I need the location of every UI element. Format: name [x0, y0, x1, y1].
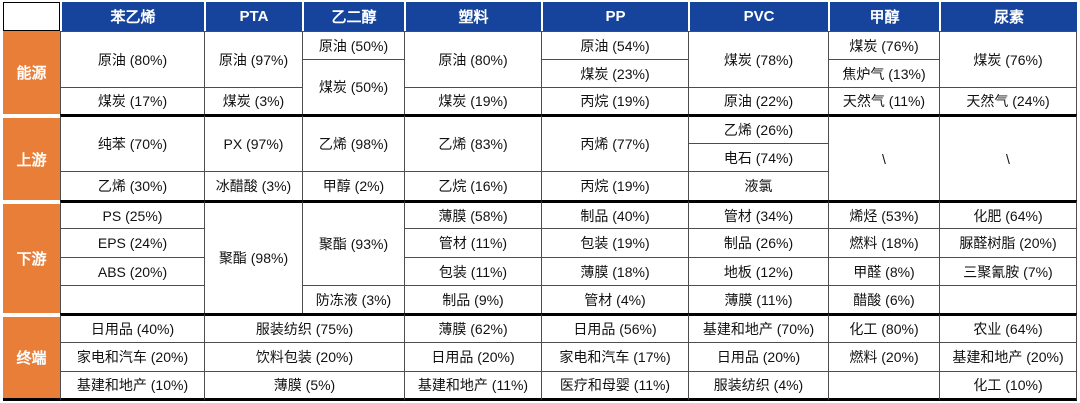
column-header-pta: PTA	[204, 2, 302, 31]
cell-energy-meg-1: 煤炭 (50%)	[302, 59, 404, 114]
cell-downstream-urea-0: 化肥 (64%)	[939, 200, 1077, 228]
cell-energy-pta-1: 煤炭 (3%)	[204, 87, 302, 114]
cell-downstream-methanol-3: 醋酸 (6%)	[828, 285, 939, 313]
cell-downstream-pvc-3: 薄膜 (11%)	[688, 285, 828, 313]
cell-upstream-plastics-0: 乙烯 (83%)	[404, 114, 541, 171]
cell-downstream-pp-0: 制品 (40%)	[541, 200, 688, 228]
cell-downstream-pp-3: 管材 (4%)	[541, 285, 688, 313]
cell-downstream-urea-1: 脲醛树脂 (20%)	[939, 228, 1077, 257]
row-group-label-downstream: 下游	[3, 200, 60, 313]
cell-energy-meg-0: 原油 (50%)	[302, 31, 404, 59]
cell-downstream-pvc-1: 制品 (26%)	[688, 228, 828, 257]
cell-terminal-plastics-2: 基建和地产 (11%)	[404, 371, 541, 401]
cell-terminal-styrene-2: 基建和地产 (10%)	[60, 371, 204, 401]
cell-energy-pvc-0: 煤炭 (78%)	[688, 31, 828, 87]
cell-downstream-styrene-3	[60, 285, 204, 313]
cell-downstream-plastics-3: 制品 (9%)	[404, 285, 541, 313]
cell-energy-pp-2: 丙烷 (19%)	[541, 87, 688, 114]
cell-downstream-styrene-1: EPS (24%)	[60, 228, 204, 257]
cell-upstream-styrene-0: 纯苯 (70%)	[60, 114, 204, 171]
cell-upstream-methanol-0: \	[828, 114, 939, 200]
cell-energy-styrene-1: 煤炭 (17%)	[60, 87, 204, 114]
column-header-meg: 乙二醇	[302, 2, 404, 31]
cell-downstream-methanol-0: 烯烃 (53%)	[828, 200, 939, 228]
cell-downstream-pp-1: 包装 (19%)	[541, 228, 688, 257]
cell-downstream-styrene-2: ABS (20%)	[60, 257, 204, 285]
cell-energy-urea-0: 煤炭 (76%)	[939, 31, 1077, 87]
cell-energy-methanol-2: 天然气 (11%)	[828, 87, 939, 114]
cell-terminal-urea-2: 化工 (10%)	[939, 371, 1077, 401]
cell-energy-pp-1: 煤炭 (23%)	[541, 59, 688, 87]
cell-terminal-pp-0: 日用品 (56%)	[541, 313, 688, 342]
cell-terminal-pp-1: 家电和汽车 (17%)	[541, 342, 688, 371]
cell-upstream-pvc-0: 乙烯 (26%)	[688, 114, 828, 143]
cell-energy-plastics-0: 原油 (80%)	[404, 31, 541, 87]
cell-energy-pvc-1: 原油 (22%)	[688, 87, 828, 114]
cell-downstream-pvc-2: 地板 (12%)	[688, 257, 828, 285]
cell-terminal-styrene-1: 家电和汽车 (20%)	[60, 342, 204, 371]
cell-downstream-meg-0: 聚酯 (93%)	[302, 200, 404, 285]
cell-upstream-meg-1: 甲醇 (2%)	[302, 171, 404, 200]
cell-terminal-methanol-1: 燃料 (20%)	[828, 342, 939, 371]
cell-terminal-plastics-0: 薄膜 (62%)	[404, 313, 541, 342]
row-group-label-terminal: 终端	[3, 313, 60, 401]
cell-terminal-methanol-2	[828, 371, 939, 401]
cell-terminal-pta-meg-1: 饮料包装 (20%)	[204, 342, 404, 371]
cell-downstream-pvc-0: 管材 (34%)	[688, 200, 828, 228]
cell-downstream-plastics-0: 薄膜 (58%)	[404, 200, 541, 228]
cell-downstream-pp-2: 薄膜 (18%)	[541, 257, 688, 285]
cell-upstream-meg-0: 乙烯 (98%)	[302, 114, 404, 171]
cell-terminal-urea-1: 基建和地产 (20%)	[939, 342, 1077, 371]
cell-terminal-styrene-0: 日用品 (40%)	[60, 313, 204, 342]
row-group-label-upstream: 上游	[3, 114, 60, 200]
cell-upstream-pp-1: 丙烷 (19%)	[541, 171, 688, 200]
cell-upstream-pp-0: 丙烯 (77%)	[541, 114, 688, 171]
cell-energy-methanol-1: 焦炉气 (13%)	[828, 59, 939, 87]
cell-energy-pta-0: 原油 (97%)	[204, 31, 302, 87]
cell-downstream-urea-3	[939, 285, 1077, 313]
cell-upstream-pta-1: 冰醋酸 (3%)	[204, 171, 302, 200]
cell-terminal-pp-2: 医疗和母婴 (11%)	[541, 371, 688, 401]
cell-terminal-pvc-0: 基建和地产 (70%)	[688, 313, 828, 342]
cell-terminal-pta-meg-0: 服装纺织 (75%)	[204, 313, 404, 342]
cell-downstream-methanol-1: 燃料 (18%)	[828, 228, 939, 257]
product-chain-table: 苯乙烯 PTA 乙二醇 塑料 PP PVC 甲醇 尿素 能源 原油 (80%) …	[3, 2, 1077, 401]
cell-downstream-plastics-1: 管材 (11%)	[404, 228, 541, 257]
cell-downstream-methanol-2: 甲醛 (8%)	[828, 257, 939, 285]
cell-energy-methanol-0: 煤炭 (76%)	[828, 31, 939, 59]
column-header-pvc: PVC	[688, 2, 828, 31]
cell-terminal-pvc-2: 服装纺织 (4%)	[688, 371, 828, 401]
column-header-urea: 尿素	[939, 2, 1077, 31]
cell-terminal-urea-0: 农业 (64%)	[939, 313, 1077, 342]
column-header-pp: PP	[541, 2, 688, 31]
cell-upstream-pta-0: PX (97%)	[204, 114, 302, 171]
cell-upstream-pvc-2: 液氯	[688, 171, 828, 200]
cell-terminal-pta-meg-2: 薄膜 (5%)	[204, 371, 404, 401]
cell-energy-plastics-1: 煤炭 (19%)	[404, 87, 541, 114]
cell-downstream-plastics-2: 包装 (11%)	[404, 257, 541, 285]
column-header-methanol: 甲醇	[828, 2, 939, 31]
cell-downstream-styrene-0: PS (25%)	[60, 200, 204, 228]
corner-cell	[3, 2, 60, 31]
cell-downstream-meg-1: 防冻液 (3%)	[302, 285, 404, 313]
cell-terminal-plastics-1: 日用品 (20%)	[404, 342, 541, 371]
cell-downstream-pta-0: 聚酯 (98%)	[204, 200, 302, 313]
cell-terminal-methanol-0: 化工 (80%)	[828, 313, 939, 342]
cell-terminal-pvc-1: 日用品 (20%)	[688, 342, 828, 371]
cell-downstream-urea-2: 三聚氰胺 (7%)	[939, 257, 1077, 285]
row-group-label-energy: 能源	[3, 31, 60, 114]
cell-energy-urea-1: 天然气 (24%)	[939, 87, 1077, 114]
cell-upstream-pvc-1: 电石 (74%)	[688, 143, 828, 171]
cell-upstream-styrene-1: 乙烯 (30%)	[60, 171, 204, 200]
cell-energy-styrene-0: 原油 (80%)	[60, 31, 204, 87]
column-header-styrene: 苯乙烯	[60, 2, 204, 31]
cell-upstream-plastics-1: 乙烷 (16%)	[404, 171, 541, 200]
column-header-plastics: 塑料	[404, 2, 541, 31]
cell-energy-pp-0: 原油 (54%)	[541, 31, 688, 59]
cell-upstream-urea-0: \	[939, 114, 1077, 200]
